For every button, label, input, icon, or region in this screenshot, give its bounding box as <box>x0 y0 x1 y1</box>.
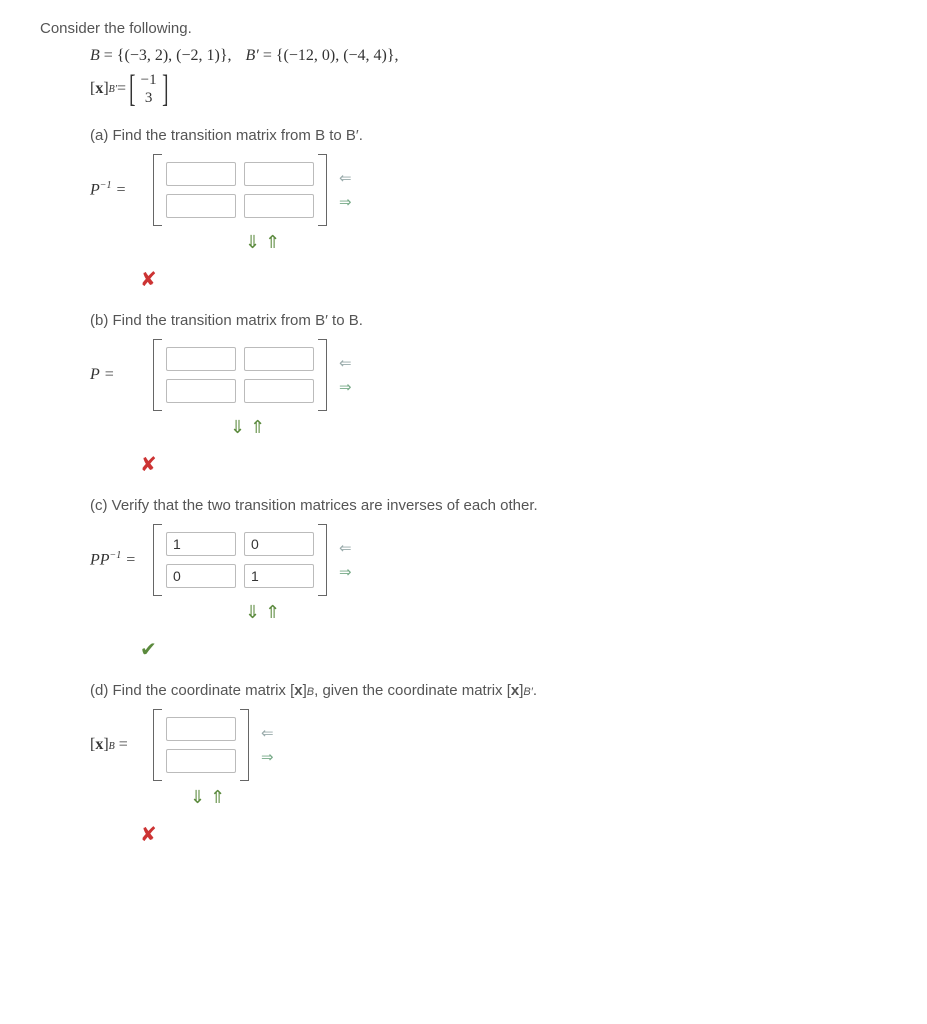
part-b-cell-1[interactable] <box>244 347 314 371</box>
part-a-cell-3[interactable] <box>244 194 314 218</box>
part-b-label: P = <box>90 366 145 384</box>
part-c-cell-0[interactable] <box>166 532 236 556</box>
part-a-text: (a) Find the transition matrix from B to… <box>90 127 887 144</box>
part-d-text: (d) Find the coordinate matrix [x]B, giv… <box>90 682 887 699</box>
definitions: B = {(−3, 2), (−2, 1)}, B′ = {(−12, 0), … <box>90 47 887 107</box>
remove-col-add-col-icons-d[interactable]: ⇐ ⇒ <box>261 724 274 766</box>
part-c-text: (c) Verify that the two transition matri… <box>90 497 887 514</box>
part-d-cell-1[interactable] <box>166 749 236 773</box>
feedback-d-wrong-icon: ✘ <box>140 822 887 847</box>
prompt-text: Consider the following. <box>40 20 887 37</box>
part-a-label: P−1 = <box>90 180 145 199</box>
remove-col-add-col-icons[interactable]: ⇐ ⇒ <box>339 169 352 211</box>
part-c-cell-1[interactable] <box>244 532 314 556</box>
part-b-cell-3[interactable] <box>244 379 314 403</box>
part-b-matrix <box>153 339 327 411</box>
part-c-label: PP−1 = <box>90 550 145 569</box>
part-b-text: (b) Find the transition matrix from B′ t… <box>90 312 887 329</box>
feedback-b-wrong-icon: ✘ <box>140 452 887 477</box>
part-c-cell-2[interactable] <box>166 564 236 588</box>
remove-row-add-row-icons-d[interactable]: ⇓ ⇑ <box>90 787 887 808</box>
part-c-matrix <box>153 524 327 596</box>
part-a-cell-0[interactable] <box>166 162 236 186</box>
part-c-cell-3[interactable] <box>244 564 314 588</box>
part-a-cell-2[interactable] <box>166 194 236 218</box>
feedback-a-wrong-icon: ✘ <box>140 267 887 292</box>
remove-row-add-row-icons-c[interactable]: ⇓ ⇑ <box>90 602 887 623</box>
part-b-matrix-row: P = ⇐ ⇒ <box>90 339 887 411</box>
remove-row-add-row-icons-b[interactable]: ⇓ ⇑ <box>90 417 887 438</box>
remove-col-add-col-icons-c[interactable]: ⇐ ⇒ <box>339 539 352 581</box>
part-a-cell-1[interactable] <box>244 162 314 186</box>
part-a-matrix <box>153 154 327 226</box>
part-d-cell-0[interactable] <box>166 717 236 741</box>
feedback-c-correct-icon: ✔ <box>140 637 887 662</box>
part-d-matrix <box>153 709 249 781</box>
remove-row-add-row-icons-a[interactable]: ⇓ ⇑ <box>90 232 887 253</box>
part-a-matrix-row: P−1 = ⇐ ⇒ <box>90 154 887 226</box>
remove-col-add-col-icons-b[interactable]: ⇐ ⇒ <box>339 354 352 396</box>
part-d-label: [x]B = <box>90 736 145 754</box>
part-b-cell-2[interactable] <box>166 379 236 403</box>
part-b-cell-0[interactable] <box>166 347 236 371</box>
part-d-matrix-row: [x]B = ⇐ ⇒ <box>90 709 887 781</box>
part-c-matrix-row: PP−1 = ⇐ ⇒ <box>90 524 887 596</box>
